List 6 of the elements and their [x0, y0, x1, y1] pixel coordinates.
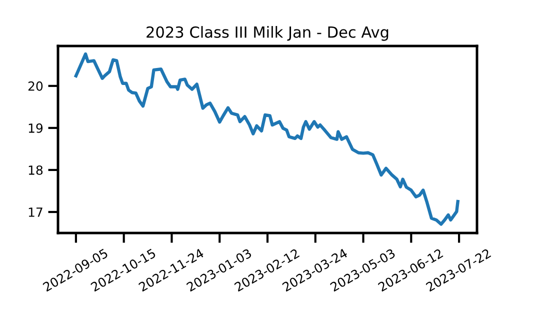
y-tick-label: 19	[28, 123, 43, 133]
chart-title: 2023 Class III Milk Jan - Dec Avg	[146, 26, 388, 41]
y-tick-label: 18	[28, 165, 43, 175]
line-series	[74, 52, 460, 226]
y-tick-label: 20	[28, 81, 43, 91]
y-tick-label: 17	[28, 208, 42, 217]
